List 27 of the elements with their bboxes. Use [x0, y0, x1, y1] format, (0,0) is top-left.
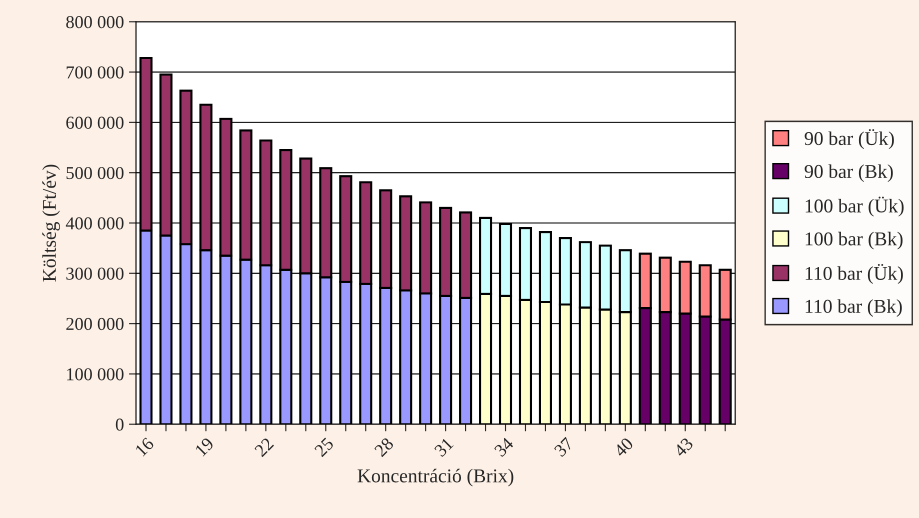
x-tick-label: 19 — [194, 436, 214, 457]
y-axis-title: Költség (Ft/év) — [42, 164, 60, 282]
x-tick-label: 34 — [494, 436, 514, 458]
x-tick-label: 25 — [314, 436, 334, 458]
y-tick-label: 0 — [116, 418, 124, 431]
x-tick-label: 22 — [254, 437, 274, 458]
legend-label: 90 bar (Bk) — [804, 164, 893, 182]
x-tick-label: 40 — [613, 436, 634, 458]
x-tick-label: 16 — [134, 436, 155, 457]
y-tick-label: 700 000 — [66, 66, 124, 79]
y-tick-label: 200 000 — [66, 318, 124, 330]
y-tick-label: 500 000 — [66, 166, 124, 180]
legend-label: 110 bar (Ük) — [806, 264, 903, 284]
x-tick-label: 43 — [673, 436, 694, 458]
x-tick-label: 37 — [554, 436, 574, 458]
legend-label: 90 bar (Ük) — [804, 129, 894, 150]
y-tick-label: 100 000 — [67, 368, 124, 380]
y-tick-label: 300 000 — [66, 268, 124, 280]
legend-label: 100 bar (Bk) — [806, 232, 903, 250]
legend-label: 110 bar (Bk) — [806, 299, 902, 317]
y-tick-label: 400 000 — [66, 217, 124, 230]
y-tick-label: 600 000 — [66, 116, 124, 129]
x-axis-title: Koncentráció (Brix) — [358, 468, 514, 486]
legend-label: 100 bar (Ük) — [806, 196, 904, 217]
x-tick-label: 31 — [434, 437, 454, 458]
y-tick-label: 800 000 — [66, 16, 124, 28]
x-tick-label: 28 — [374, 436, 394, 458]
